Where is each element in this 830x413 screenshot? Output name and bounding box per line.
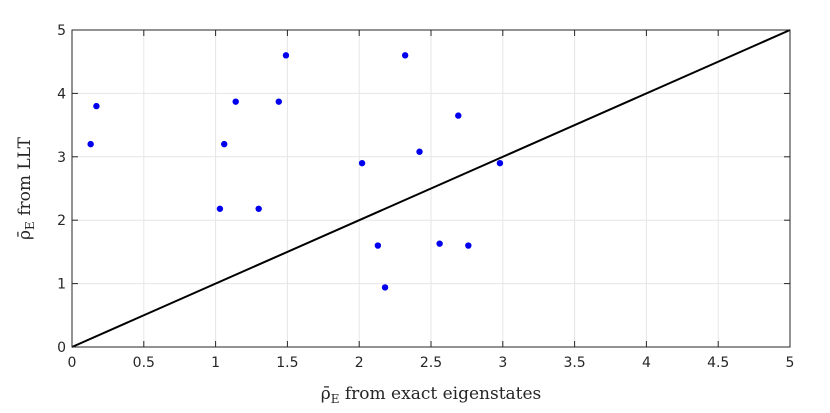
y-tick-label: 1 — [57, 277, 66, 293]
y-tick-label: 3 — [57, 150, 66, 166]
y-axis-label: ρ̄E from LLT — [15, 136, 37, 240]
y-tick-label: 2 — [57, 213, 66, 229]
y-axis-label-subscript: E — [23, 221, 37, 230]
y-axis-label-text: from LLT — [15, 136, 35, 221]
x-axis-label-text: from exact eigenstates — [339, 384, 541, 404]
x-tick-label: 4 — [642, 355, 651, 371]
data-point — [436, 240, 443, 247]
data-point — [455, 112, 462, 119]
plot-frame — [71, 29, 791, 348]
x-axis-label-subscript: E — [331, 392, 340, 406]
x-tick-label: 5 — [786, 355, 795, 371]
y-tick-label: 4 — [57, 86, 66, 102]
y-tick-label: 5 — [57, 23, 66, 39]
x-tick-label: 3 — [498, 355, 507, 371]
y-tick-labels: 0 1 2 3 4 5 — [57, 23, 66, 356]
data-point — [381, 284, 389, 291]
data-point — [255, 205, 262, 212]
data-point — [216, 205, 224, 212]
data-point — [496, 159, 504, 167]
x-tick-label: 1.5 — [276, 355, 298, 371]
data-point — [374, 242, 382, 249]
x-tick-label: 2.5 — [420, 355, 442, 371]
data-points — [87, 52, 504, 291]
x-tick-label: 0 — [68, 355, 77, 371]
x-tick-label: 4.5 — [707, 355, 729, 371]
x-tick-labels: 0 0.5 1 1.5 2 2.5 3 3.5 4 4.5 5 — [68, 355, 795, 371]
y-axis-label-symbol: ρ̄ — [15, 230, 35, 240]
data-point — [275, 98, 282, 105]
identity-reference-line — [71, 29, 791, 348]
x-axis-label: ρ̄E from exact eigenstates — [321, 384, 542, 406]
data-point — [401, 52, 409, 59]
x-tick-label: 2 — [355, 355, 364, 371]
data-point — [232, 98, 239, 105]
x-tick-label: 0.5 — [133, 355, 155, 371]
data-point — [87, 140, 94, 148]
x-tick-label: 3.5 — [563, 355, 585, 371]
data-point — [221, 140, 228, 148]
x-tick-label: 1 — [211, 355, 220, 371]
data-point — [416, 148, 423, 155]
x-axis-label-symbol: ρ̄ — [321, 384, 331, 404]
data-point — [282, 52, 290, 59]
data-point — [465, 242, 472, 249]
data-point — [358, 159, 366, 167]
y-tick-label: 0 — [57, 340, 66, 356]
data-point — [93, 102, 100, 110]
